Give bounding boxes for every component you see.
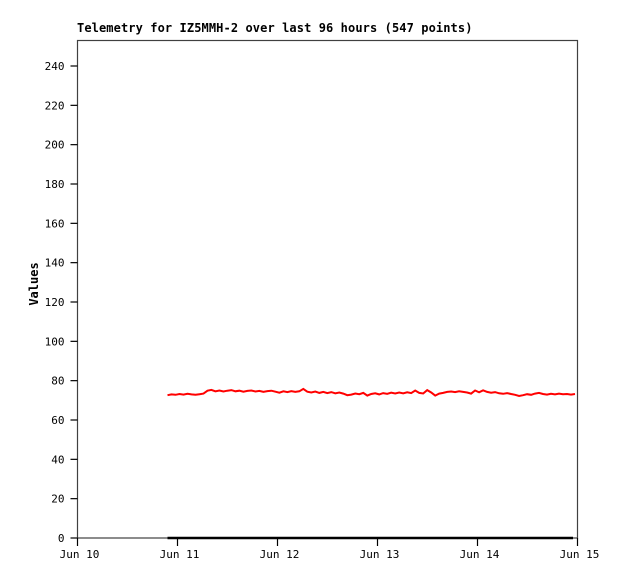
x-tick-label: Jun 14 xyxy=(460,548,500,561)
x-tick-label: Jun 12 xyxy=(260,548,300,561)
y-tick-label: 180 xyxy=(45,178,65,191)
x-tick-label: Jun 11 xyxy=(160,548,200,561)
y-axis-label: Values xyxy=(27,262,41,306)
y-tick-label: 20 xyxy=(51,493,64,506)
x-tick-label: Jun 15 xyxy=(560,548,600,561)
y-tick-label: 240 xyxy=(45,60,65,73)
y-tick-label: 0 xyxy=(58,532,65,545)
x-tick-label: Jun 13 xyxy=(360,548,400,561)
series-telemetry-values xyxy=(167,387,576,398)
chart-title: Telemetry for IZ5MMH-2 over last 96 hour… xyxy=(77,21,473,35)
y-tick-label: 140 xyxy=(45,257,65,270)
x-tick-label: Jun 10 xyxy=(60,548,100,561)
y-tick-label: 40 xyxy=(51,453,64,466)
y-tick-label: 200 xyxy=(45,139,65,152)
y-tick-label: 80 xyxy=(51,375,64,388)
y-tick-label: 120 xyxy=(45,296,65,309)
y-tick-label: 60 xyxy=(51,414,64,427)
y-tick-label: 100 xyxy=(45,335,65,348)
y-tick-label: 220 xyxy=(45,99,65,112)
y-tick-label: 160 xyxy=(45,217,65,230)
plot-frame xyxy=(76,39,579,539)
